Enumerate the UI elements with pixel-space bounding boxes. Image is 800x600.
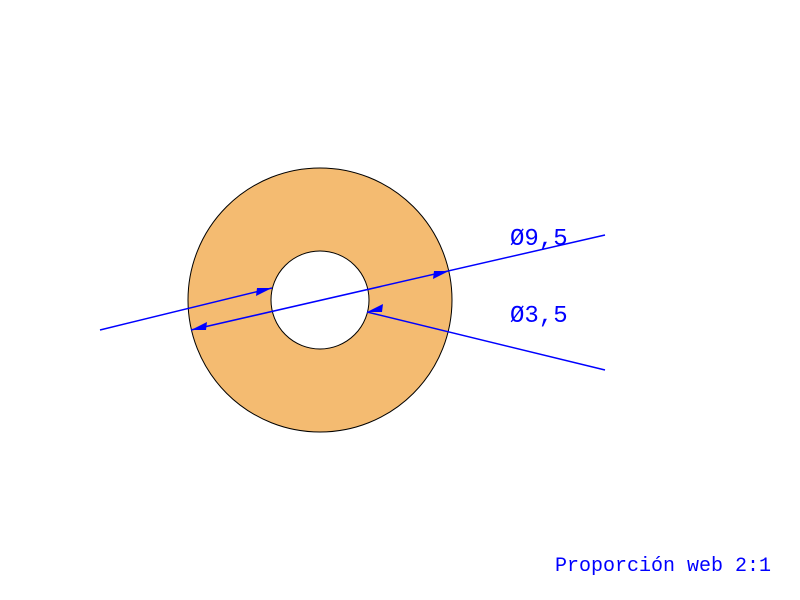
outer-diameter-label: Ø9,5: [510, 226, 568, 253]
diagram-canvas: Ø9,5 Ø3,5: [0, 0, 800, 600]
inner-diameter-label: Ø3,5: [510, 303, 568, 330]
scale-annotation: Proporción web 2:1: [555, 555, 771, 578]
